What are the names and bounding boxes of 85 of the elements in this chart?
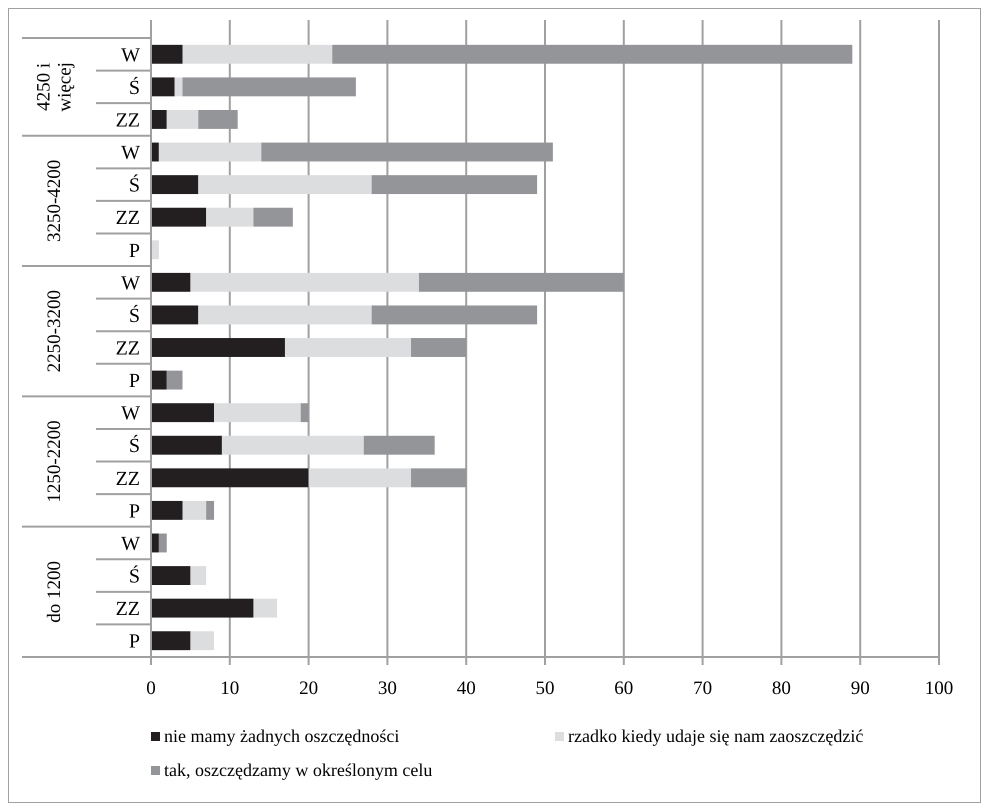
y-tick-label: P [128, 500, 140, 522]
x-tick-label: 70 [693, 678, 712, 699]
y-tick-label: W [121, 532, 140, 555]
bar [151, 305, 198, 324]
x-tick-label: 10 [220, 678, 240, 699]
bar [151, 272, 190, 292]
bar [182, 44, 332, 64]
bar [300, 403, 309, 422]
x-tick-label: 30 [378, 678, 397, 699]
bar [198, 305, 372, 324]
bar [190, 566, 206, 585]
y-tick-label: W [121, 44, 140, 66]
bar [151, 468, 309, 488]
bar [151, 631, 190, 650]
y-tick-label: P [128, 240, 140, 262]
bar [206, 208, 254, 227]
bar [166, 370, 183, 390]
text: 3250-4200 [44, 160, 65, 242]
bar [151, 44, 183, 64]
bar [206, 500, 214, 520]
bar [411, 338, 466, 357]
y-tick-label: W [121, 142, 140, 164]
x-tick-label: 80 [772, 678, 791, 699]
x-tick-label: 50 [536, 678, 554, 699]
x-tick-label: 90 [850, 678, 870, 699]
y-tick-label: Ś [128, 174, 140, 197]
bar [151, 370, 167, 390]
bar [158, 142, 262, 162]
bar [284, 338, 412, 357]
y-tick-label: ZZ [116, 207, 140, 230]
bar [151, 500, 183, 520]
x-tick-label: 60 [614, 678, 634, 699]
bar [372, 175, 538, 194]
y-tick-label: P [128, 370, 140, 392]
bar [151, 598, 254, 618]
x-tick-label: 40 [456, 678, 476, 699]
bar [166, 110, 198, 129]
bar [190, 272, 419, 292]
bar [261, 142, 553, 162]
bar [372, 305, 538, 324]
bar [411, 468, 466, 488]
x-tick-label: 20 [299, 678, 318, 699]
y-tick-label: W [121, 272, 140, 294]
bar [198, 175, 372, 194]
bar [198, 110, 238, 129]
bar [253, 208, 293, 227]
legend-label: nie mamy żadnych oszczędności [164, 726, 400, 746]
legend-label: rzadko kiedy udaje się nam zaoszczędzić [568, 726, 864, 746]
bar [418, 272, 624, 292]
bar [151, 110, 167, 129]
bar [222, 436, 364, 455]
bar [308, 468, 412, 488]
y-tick-label: ZZ [116, 338, 140, 360]
y-tick-label: Ś [128, 564, 140, 588]
bar [214, 403, 301, 422]
bar [190, 631, 214, 650]
bar [158, 534, 167, 552]
bar [151, 403, 214, 422]
bar [151, 77, 175, 96]
y-tick-label: P [128, 630, 140, 653]
bar [182, 500, 206, 520]
text: 4250 i więcej [34, 62, 76, 112]
y-tick-label: W [121, 402, 140, 425]
y-tick-label: Ś [128, 304, 140, 327]
text: 2250-3200 [44, 290, 65, 372]
bar [253, 598, 278, 618]
bar [151, 175, 198, 194]
x-tick-label: 0 [146, 678, 156, 699]
y-tick-label: Ś [128, 76, 140, 99]
bar [151, 338, 285, 357]
bar [332, 44, 852, 64]
bar [182, 77, 356, 96]
bar [364, 436, 435, 455]
bar [151, 566, 190, 585]
text: do 1200 [44, 560, 65, 623]
y-tick-label: ZZ [116, 468, 140, 490]
y-tick-label: ZZ [116, 598, 140, 620]
legend-label: tak, oszczędzamy w określonym celu [164, 760, 432, 780]
bar [151, 208, 206, 227]
x-tick-label: 100 [924, 678, 954, 699]
y-tick-label: Ś [128, 434, 140, 458]
text: 1250-2200 [44, 420, 65, 503]
y-tick-label: ZZ [116, 109, 140, 132]
bar [151, 436, 222, 455]
bar [174, 77, 183, 96]
